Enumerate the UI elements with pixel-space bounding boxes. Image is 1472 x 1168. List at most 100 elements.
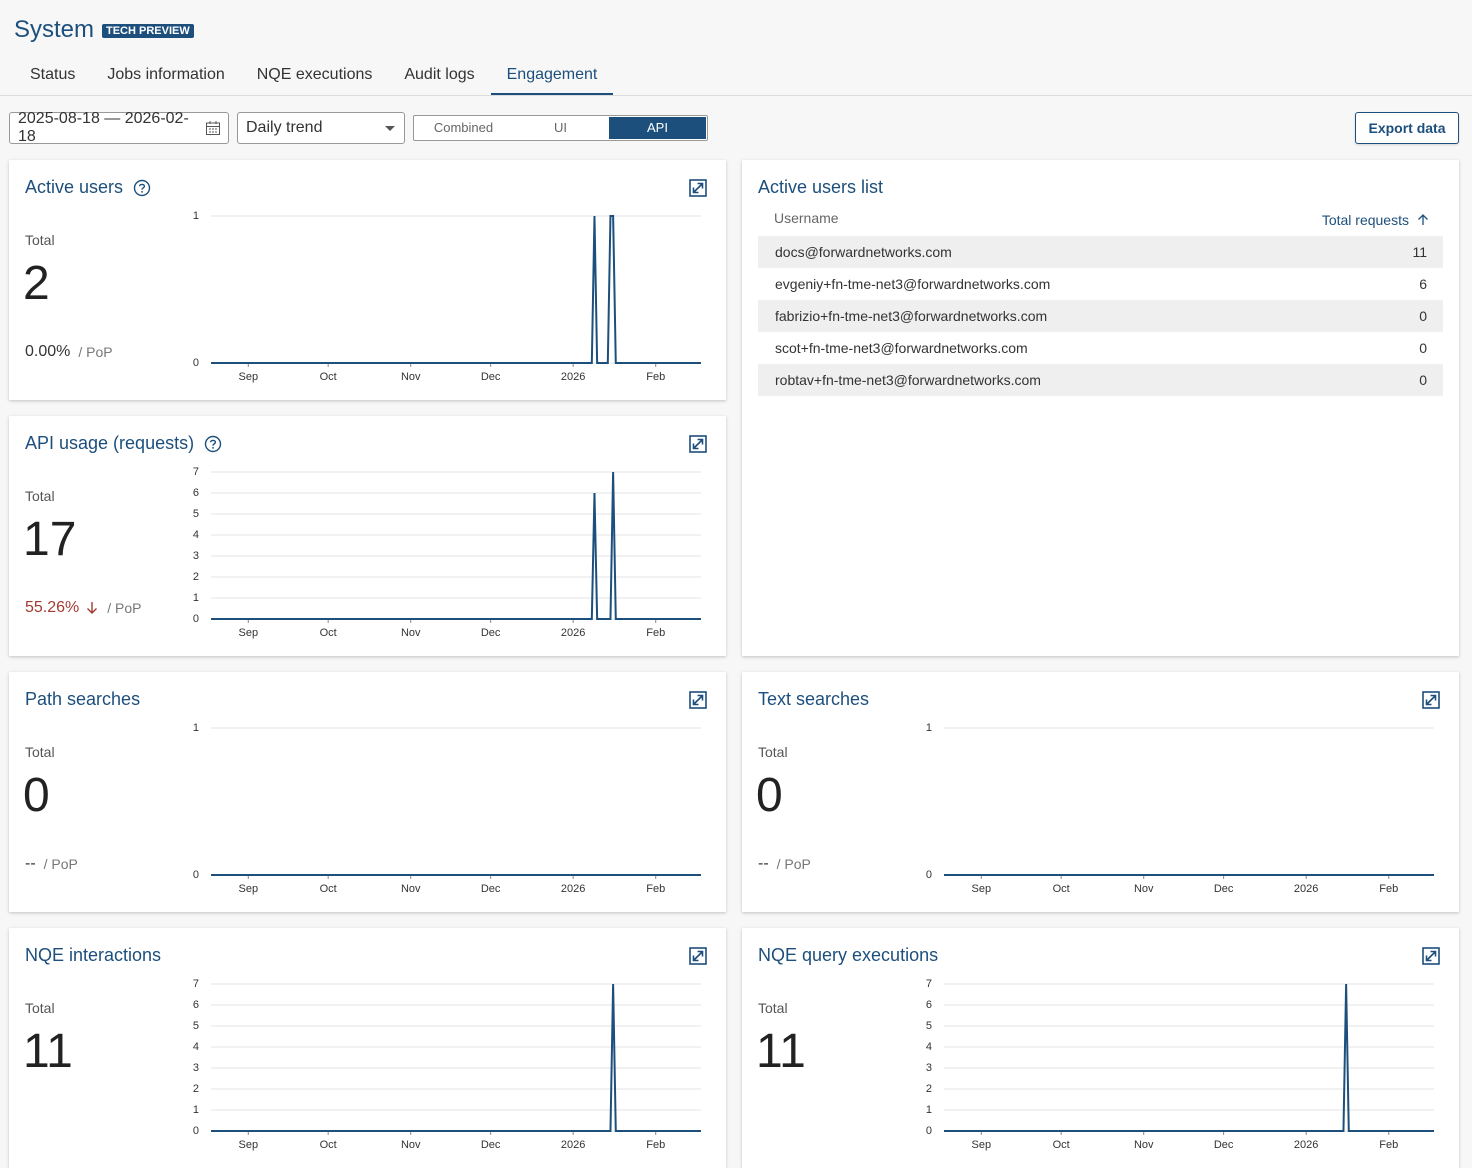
expand-frame bbox=[689, 691, 707, 709]
x-tick-label: Sep bbox=[238, 883, 258, 895]
calendar-icon bbox=[205, 121, 220, 135]
x-tick-label: Oct bbox=[1053, 1139, 1070, 1151]
x-tick-label: Sep bbox=[238, 371, 258, 383]
help-dot bbox=[141, 190, 143, 193]
pop-label: / PoP bbox=[107, 600, 142, 616]
tab[interactable]: NQE executions bbox=[256, 66, 373, 83]
x-tick-label: Sep bbox=[971, 1139, 991, 1151]
y-tick-label: 6 bbox=[926, 999, 932, 1011]
y-tick-label: 2 bbox=[193, 1083, 199, 1095]
x-tick-label: Nov bbox=[1134, 1139, 1154, 1151]
help-icon bbox=[133, 179, 151, 196]
y-tick-label: 3 bbox=[193, 1062, 199, 1074]
table-row: evgeniy+fn-tme-net3@forwardnetworks.com 6 bbox=[758, 268, 1443, 300]
total-requests: 0 bbox=[1419, 340, 1427, 356]
y-tick-label: 1 bbox=[926, 722, 932, 734]
y-tick-label: 1 bbox=[193, 722, 199, 734]
x-tick-label: Feb bbox=[1379, 883, 1398, 895]
help-circle bbox=[204, 435, 222, 452]
x-tick-label: Dec bbox=[481, 883, 501, 895]
y-tick-label: 2 bbox=[193, 571, 199, 583]
x-tick-label: Dec bbox=[1214, 1139, 1234, 1151]
expand-arrow bbox=[692, 182, 704, 194]
total-label: Total bbox=[25, 232, 55, 248]
card-title: API usage (requests) bbox=[25, 433, 222, 454]
expand-arrow bbox=[692, 950, 704, 962]
badge: TECH PREVIEW bbox=[102, 24, 194, 38]
y-tick-label: 6 bbox=[193, 999, 199, 1011]
y-tick-label: 7 bbox=[193, 978, 199, 990]
expand-arrow bbox=[692, 438, 704, 450]
view-option[interactable]: UI bbox=[554, 120, 567, 135]
y-tick-label: 0 bbox=[193, 357, 199, 369]
pop-row: 0.00% / PoP bbox=[25, 343, 113, 361]
sort-column-header[interactable]: Total requests bbox=[1322, 210, 1429, 230]
trend-select[interactable]: Daily trend bbox=[237, 112, 405, 144]
x-tick-label: Oct bbox=[320, 627, 337, 639]
pop-value: 0.00% bbox=[25, 343, 71, 360]
tab[interactable]: Audit logs bbox=[404, 66, 475, 83]
y-tick-label: 1 bbox=[193, 592, 199, 604]
x-tick-label: 2026 bbox=[561, 883, 585, 895]
table-row: robtav+fn-tme-net3@forwardnetworks.com 0 bbox=[758, 364, 1443, 396]
chart: 0 1 2 3 4 5 6 7 Sep Oct Nov Dec 2026 Feb bbox=[926, 978, 1434, 1151]
x-tick-label: Sep bbox=[238, 627, 258, 639]
pop-row: -- / PoP bbox=[758, 855, 811, 873]
y-tick-label: 4 bbox=[193, 1041, 199, 1053]
card-title: Text searches bbox=[758, 689, 869, 710]
expand-arrow bbox=[1425, 694, 1437, 706]
metric-card: Path searches Total 0 -- / PoP 0 1 Sep Oct Nov Dec… bbox=[9, 672, 726, 912]
card-title-text: Active users list bbox=[758, 177, 884, 197]
column-header-text: Total requests bbox=[1321, 212, 1409, 228]
metric-card: NQE query executions Total 11 0 1 2 3 4 5 6 7 Sep Oc… bbox=[742, 928, 1459, 1168]
y-tick-label: 6 bbox=[193, 487, 199, 499]
dropdown-icon bbox=[385, 126, 395, 131]
y-tick-label: 0 bbox=[193, 869, 199, 881]
card-title-text: Path searches bbox=[25, 689, 141, 709]
card-title: Active users list bbox=[758, 177, 883, 198]
y-tick-label: 1 bbox=[193, 210, 199, 222]
view-toggle: Combined UI API bbox=[413, 115, 708, 141]
chart: 0 1 Sep Oct Nov Dec 2026 Feb bbox=[193, 722, 701, 895]
y-tick-label: 4 bbox=[193, 529, 199, 541]
table-row: fabrizio+fn-tme-net3@forwardnetworks.com… bbox=[758, 300, 1443, 332]
expand-frame bbox=[1422, 691, 1440, 709]
expand-icon bbox=[689, 947, 707, 965]
divider bbox=[0, 95, 1472, 96]
tab[interactable]: Status bbox=[30, 66, 76, 83]
metric-card: Text searches Total 0 -- / PoP 0 1 Sep Oct Nov Dec… bbox=[742, 672, 1459, 912]
tab[interactable]: Jobs information bbox=[107, 66, 225, 83]
card-title-text: Active users bbox=[25, 177, 124, 197]
x-tick-label: Oct bbox=[320, 371, 337, 383]
export-button[interactable]: Export data bbox=[1355, 112, 1459, 144]
total-requests: 0 bbox=[1419, 308, 1427, 324]
username: evgeniy+fn-tme-net3@forwardnetworks.com bbox=[775, 276, 1051, 292]
total-label: Total bbox=[25, 488, 55, 504]
expand-frame bbox=[689, 179, 707, 197]
chart: 0 1 Sep Oct Nov Dec 2026 Feb bbox=[193, 210, 701, 383]
expand-icon bbox=[1422, 691, 1440, 709]
pop-row: 55.26% / PoP bbox=[25, 599, 142, 617]
y-tick-label: 4 bbox=[926, 1041, 932, 1053]
x-tick-label: Feb bbox=[646, 883, 665, 895]
view-option[interactable]: Combined bbox=[433, 120, 494, 135]
expand-icon bbox=[689, 691, 707, 709]
pop-label: / PoP bbox=[43, 856, 78, 872]
card-title: Path searches bbox=[25, 689, 140, 710]
x-tick-label: Nov bbox=[401, 883, 421, 895]
y-tick-label: 3 bbox=[193, 550, 199, 562]
card-title: NQE query executions bbox=[758, 945, 938, 966]
total-value: 0 bbox=[756, 769, 783, 822]
pop-value: -- bbox=[25, 855, 36, 872]
username: robtav+fn-tme-net3@forwardnetworks.com bbox=[775, 372, 1041, 388]
tab[interactable]: Engagement bbox=[490, 58, 614, 96]
date-range-picker[interactable]: 2025-08-18 — 2026-02-18 bbox=[9, 110, 229, 145]
trend-line bbox=[211, 983, 701, 1132]
username: docs@forwardnetworks.com bbox=[775, 244, 952, 260]
expand-frame bbox=[1422, 947, 1440, 965]
y-tick-label: 7 bbox=[926, 978, 932, 990]
view-option[interactable]: API bbox=[609, 117, 706, 139]
y-tick-label: 3 bbox=[926, 1062, 932, 1074]
card-title: NQE interactions bbox=[25, 945, 161, 966]
expand-frame bbox=[689, 947, 707, 965]
